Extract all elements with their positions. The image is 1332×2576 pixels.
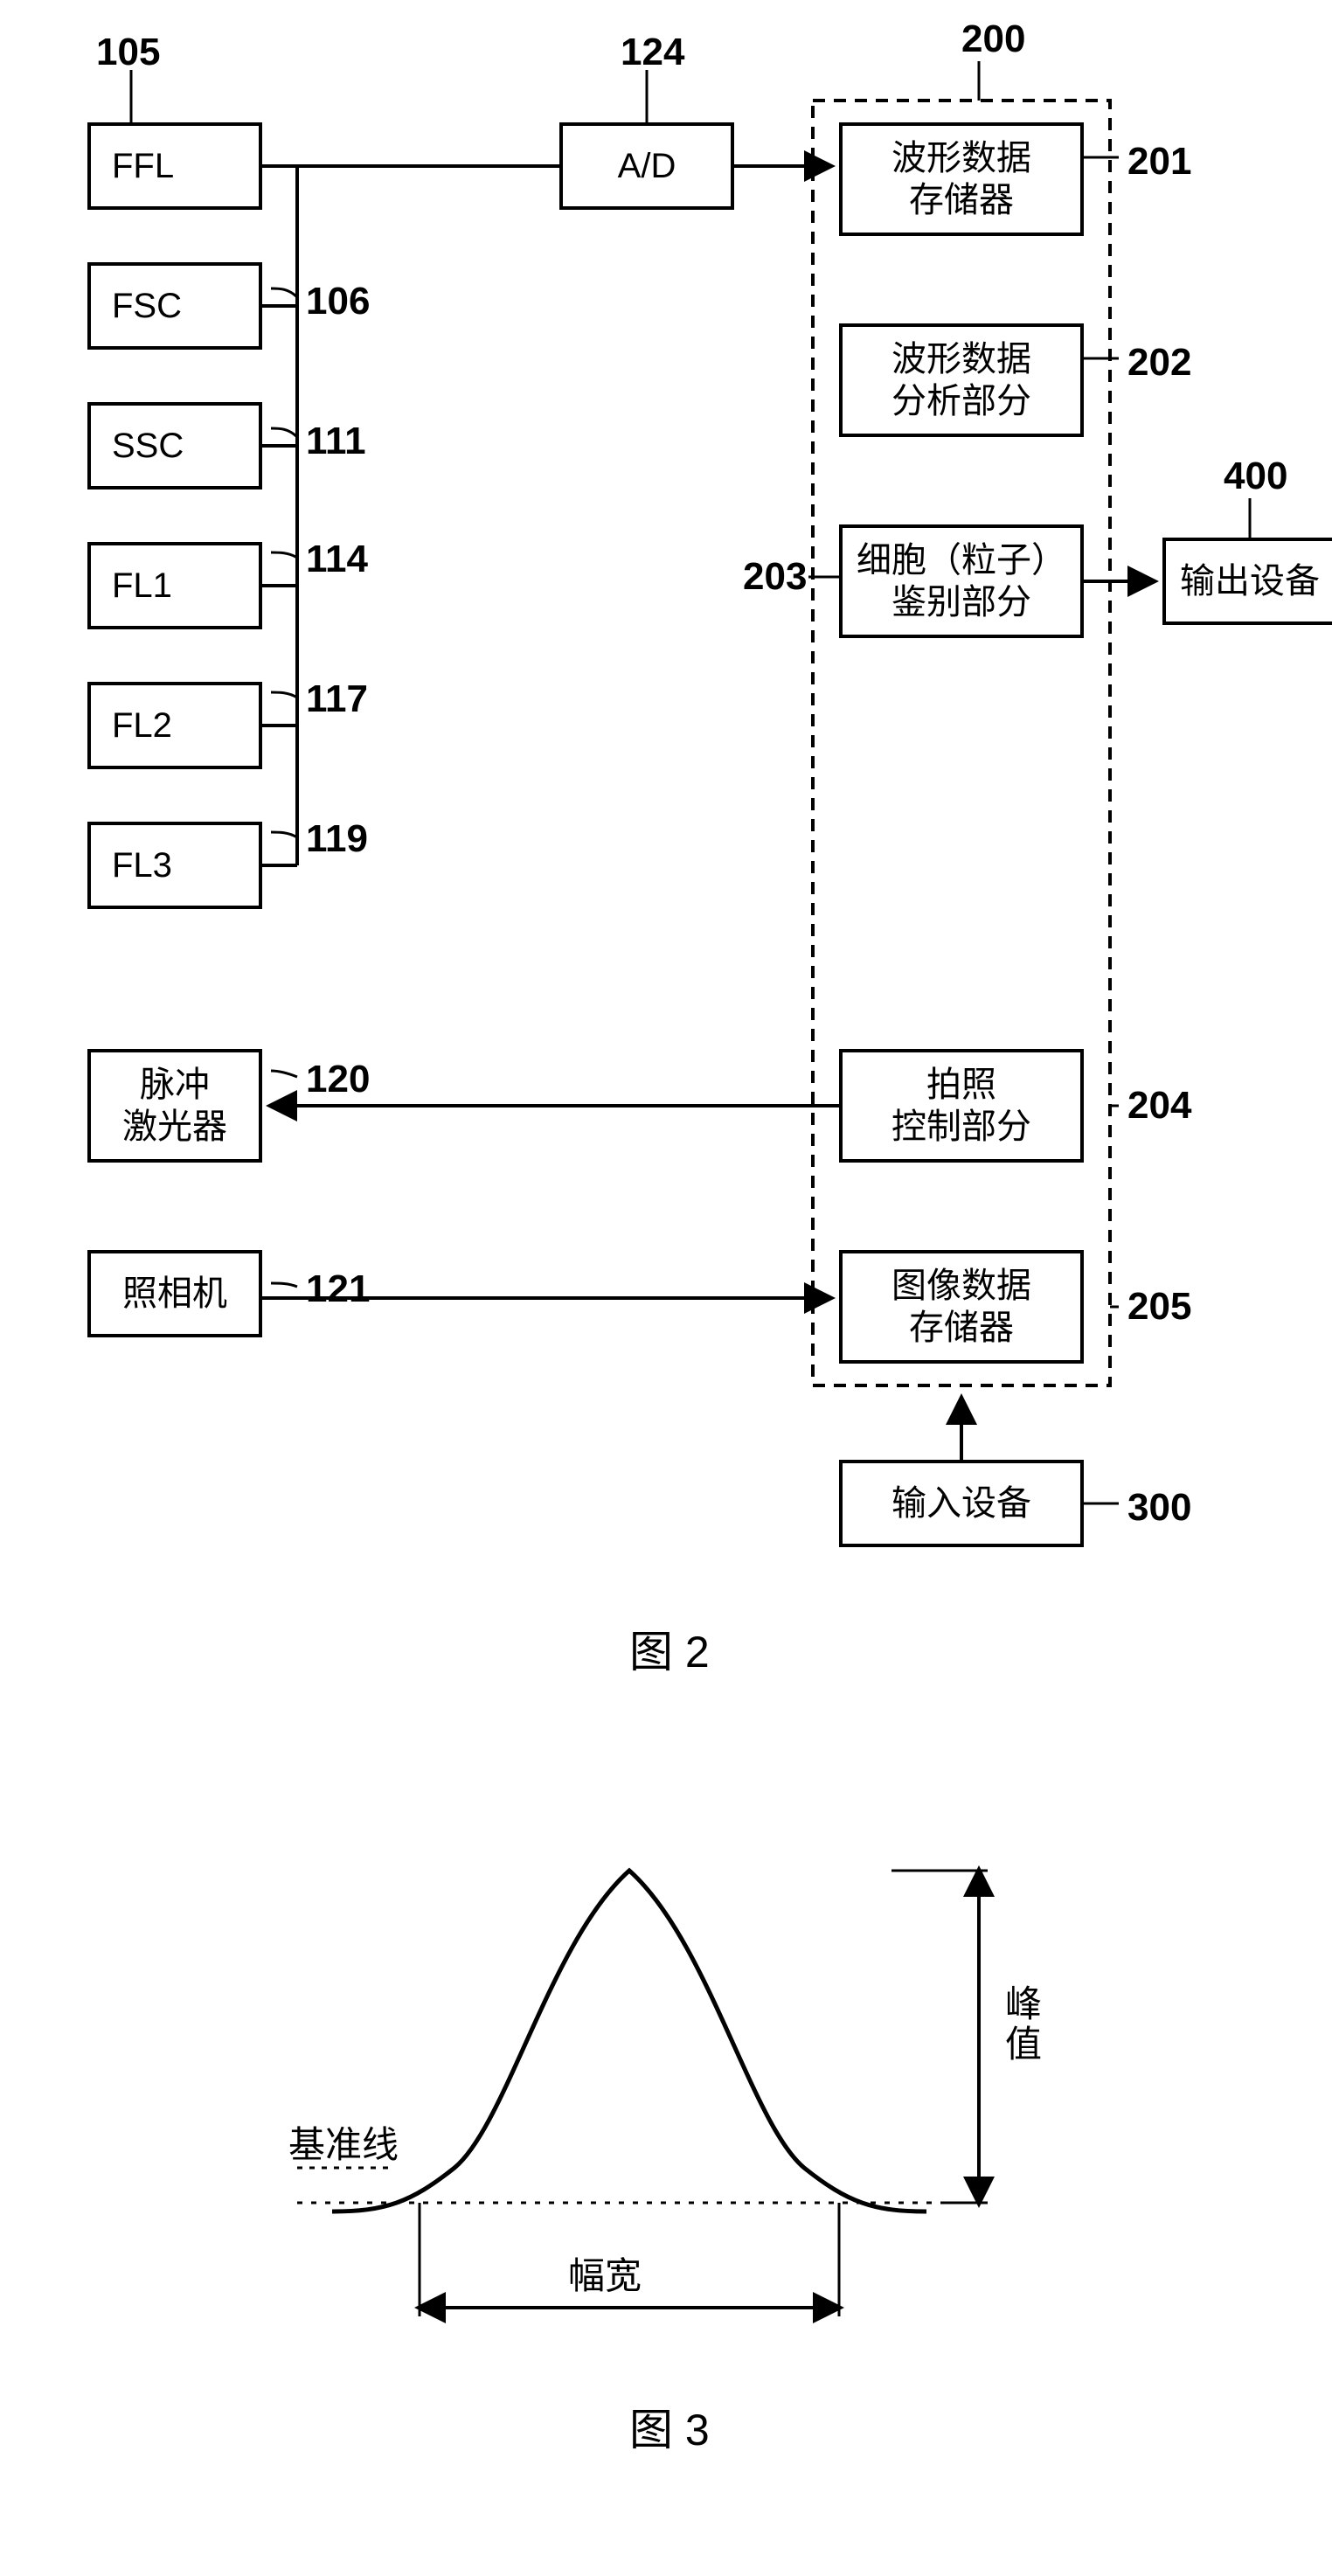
baseline-label: 基准线 [288,2115,399,2169]
peak-label: 峰 值 [1005,1984,1042,2065]
figure-2-connections [17,17,1332,1766]
figure-3: 基准线 幅宽 峰 值 图 3 [17,1766,1332,2552]
figure-3-caption: 图 3 [629,2395,710,2458]
width-label: 幅宽 [568,2246,642,2300]
figure-2: FFL 105 FSC 106 SSC 111 FL1 114 FL2 117 … [17,17,1332,1766]
